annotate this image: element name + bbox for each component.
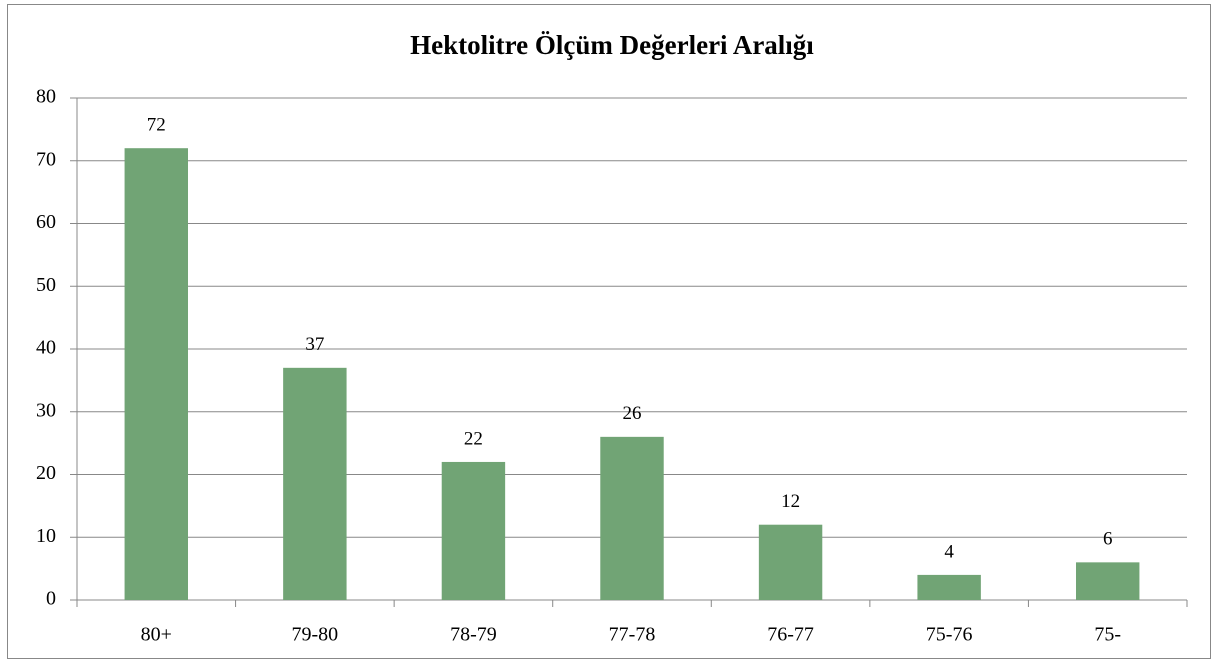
bar [917, 574, 981, 600]
y-tick-label: 80 [36, 86, 56, 108]
data-label: 26 [623, 403, 642, 424]
y-tick-label: 30 [36, 399, 56, 421]
x-tick-label: 76-77 [767, 624, 814, 646]
data-label: 37 [305, 334, 324, 355]
y-tick-label: 10 [36, 525, 56, 547]
y-tick-label: 0 [46, 588, 56, 610]
y-tick-label: 20 [36, 462, 56, 484]
x-tick-label: 78-79 [450, 624, 497, 646]
x-tick-label: 80+ [141, 624, 172, 646]
data-label: 12 [781, 491, 800, 512]
data-label: 4 [944, 541, 954, 562]
bar [1076, 562, 1140, 600]
x-tick-label: 75-76 [926, 624, 973, 646]
x-tick-label: 75- [1094, 624, 1121, 646]
y-tick-label: 60 [36, 211, 56, 233]
data-label: 6 [1103, 529, 1113, 550]
y-tick-label: 40 [36, 337, 56, 359]
data-label: 22 [464, 428, 483, 449]
y-tick-label: 50 [36, 274, 56, 296]
data-label: 72 [147, 115, 166, 136]
y-tick-label: 70 [36, 148, 56, 170]
x-tick-label: 77-78 [609, 624, 656, 646]
bar [600, 436, 664, 600]
bar [124, 148, 188, 600]
bar [441, 461, 506, 600]
bar [758, 524, 823, 600]
chart-title: Hektolitre Ölçüm Değerleri Aralığı [410, 30, 814, 60]
bar [283, 367, 347, 600]
x-tick-label: 79-80 [292, 624, 339, 646]
